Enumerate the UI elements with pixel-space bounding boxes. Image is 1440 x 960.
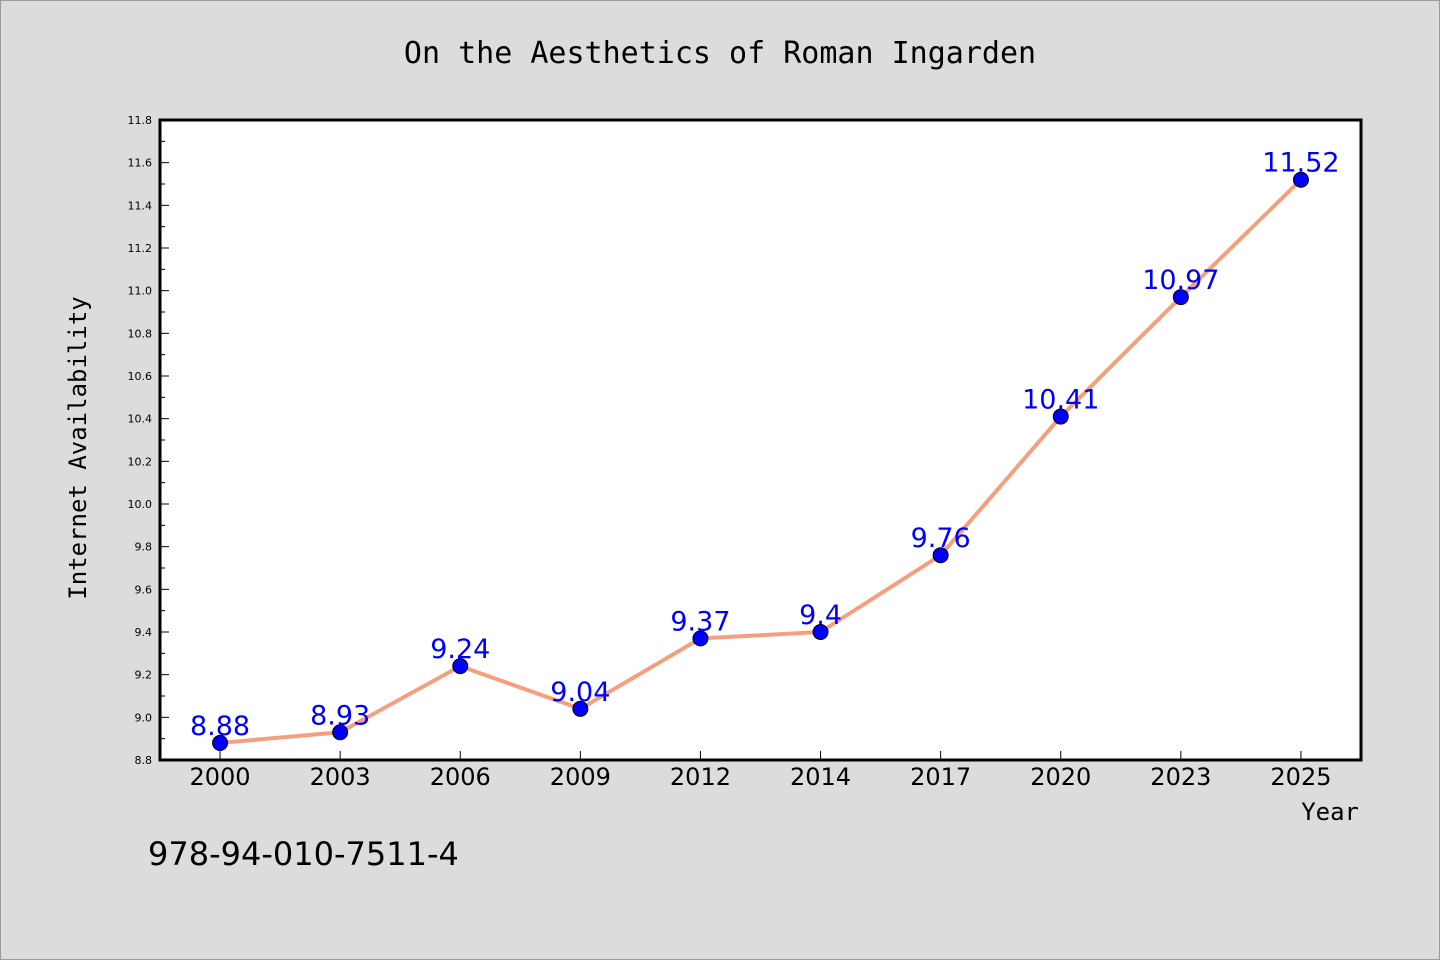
data-label-7: 10.41 [1022,385,1099,416]
x-tick-label-5: 2014 [790,763,851,791]
data-label-2: 9.24 [430,634,490,665]
y-axis-label: Internet Availability [64,296,92,599]
data-point-9 [1292,171,1309,188]
footer-isbn: 978-94-010-7511-4 [148,835,459,873]
y-axis: 8.8 9.0 9.2 9.4 9.6 9.8 10.0 10.2 10.4 10.6 10.8 11… [128,114,169,767]
data-label-5: 9.4 [799,600,842,631]
y-tick-label-13: 11.4 [128,199,153,212]
data-label-6: 9.76 [911,523,971,554]
data-label-3: 9.04 [550,677,610,708]
data-label-9: 11.52 [1262,148,1339,179]
x-tick-label-3: 2009 [550,763,611,791]
data-point-1 [332,724,349,741]
x-tick-label-2: 2006 [430,763,491,791]
data-label-8: 10.97 [1142,265,1219,296]
data-point-8 [1172,289,1189,306]
y-tick-label-15: 11.8 [128,114,153,127]
y-tick-label-10: 10.8 [128,327,153,340]
data-point-3 [572,700,589,717]
y-tick-label-3: 9.4 [135,626,153,639]
y-tick-label-6: 10.0 [128,498,153,511]
y-tick-label-7: 10.2 [128,455,153,468]
chart-title: On the Aesthetics of Roman Ingarden [404,36,1036,71]
x-tick-label-1: 2003 [310,763,371,791]
data-point-2 [452,658,469,675]
data-point-5 [812,624,829,640]
x-tick-label-8: 2023 [1150,763,1211,791]
y-tick-label-14: 11.6 [128,157,153,170]
x-axis: 2000 2003 2006 2009 2012 2014 2017 2020 2023 2025 [190,751,1331,791]
x-tick-label-9: 2025 [1270,763,1331,791]
plot-area [158,118,1363,762]
data-point-0 [212,734,229,751]
data-point-7 [1052,408,1069,425]
y-tick-label-12: 11.2 [128,242,153,255]
data-label-0: 8.88 [190,711,250,742]
x-tick-label-6: 2017 [910,763,971,791]
y-tick-label-11: 11.0 [128,285,153,298]
x-tick-label-7: 2020 [1030,763,1091,791]
x-tick-label-0: 2000 [190,763,251,791]
data-point-4 [692,630,709,647]
data-point-6 [932,547,949,564]
y-tick-label-4: 9.6 [135,583,153,596]
y-tick-label-8: 10.4 [128,413,153,426]
x-axis-label: Year [1301,798,1359,826]
y-tick-label-2: 9.2 [135,669,153,682]
data-label-1: 8.93 [310,700,370,731]
series-line-0 [219,178,1303,745]
y-tick-label-9: 10.6 [128,370,153,383]
y-tick-label-1: 9.0 [135,711,153,724]
x-tick-label-4: 2012 [670,763,731,791]
series-layer: 8.88 8.93 9.24 9.04 9.37 9.4 9.76 10.41 10.97 11.… [190,148,1340,751]
y-tick-label-0: 8.8 [135,754,153,767]
data-label-4: 9.37 [670,606,730,637]
y-tick-label-5: 9.8 [135,541,153,554]
